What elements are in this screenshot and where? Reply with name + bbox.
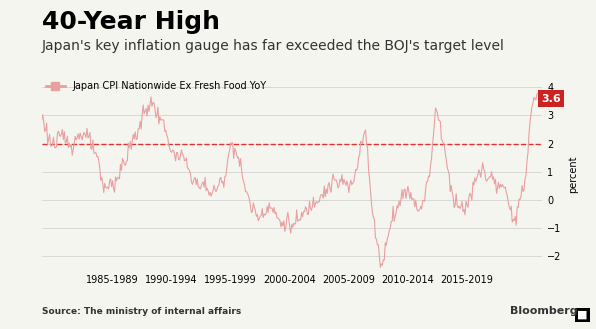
Text: 3.6: 3.6 <box>541 94 561 104</box>
Text: Source: The ministry of internal affairs: Source: The ministry of internal affairs <box>42 307 241 316</box>
Text: Japan's key inflation gauge has far exceeded the BOJ's target level: Japan's key inflation gauge has far exce… <box>42 39 505 54</box>
Y-axis label: percent: percent <box>569 156 579 193</box>
Legend: Japan CPI Nationwide Ex Fresh Food YoY: Japan CPI Nationwide Ex Fresh Food YoY <box>42 77 271 95</box>
Text: 40-Year High: 40-Year High <box>42 10 220 34</box>
Text: ■: ■ <box>578 310 588 320</box>
Text: Bloomberg: Bloomberg <box>511 306 578 316</box>
